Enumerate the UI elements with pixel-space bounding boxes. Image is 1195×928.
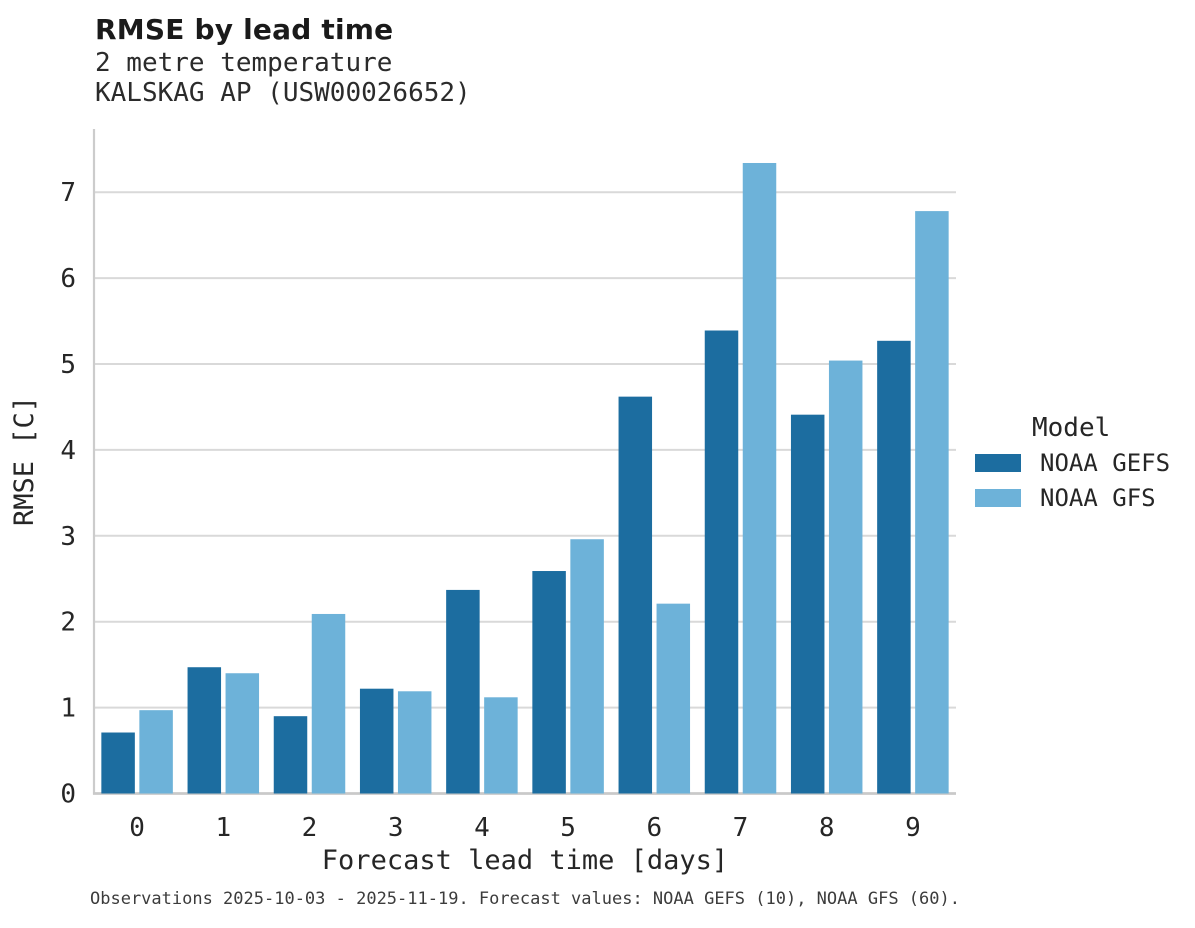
bar-noaa-gfs-lead-7	[742, 162, 777, 794]
x-tick-label-2: 2	[302, 813, 318, 843]
y-axis-label: RMSE [C]	[9, 396, 40, 526]
legend-label-noaa-gefs: NOAA GEFS	[1040, 449, 1171, 477]
bar-noaa-gfs-lead-2	[311, 613, 346, 794]
chart-subtitle-variable: 2 metre temperature	[95, 48, 393, 78]
bar-noaa-gefs-lead-7	[704, 330, 739, 794]
x-tick-label-5: 5	[560, 813, 576, 843]
x-tick-label-6: 6	[646, 813, 662, 843]
x-tick-label-3: 3	[388, 813, 404, 843]
legend-swatch-noaa-gefs	[975, 454, 1021, 472]
bar-noaa-gefs-lead-3	[359, 688, 394, 794]
bar-noaa-gefs-lead-8	[790, 414, 825, 794]
x-tick-label-1: 1	[215, 813, 231, 843]
bar-noaa-gfs-lead-1	[225, 673, 260, 794]
chart-subtitle-station: KALSKAG AP (USW00026652)	[95, 78, 471, 108]
legend-item-noaa-gfs: NOAA GFS	[975, 484, 1170, 512]
y-tick-label-6: 6	[60, 264, 76, 294]
y-tick-label-2: 2	[60, 608, 76, 638]
legend-title: Model	[1032, 413, 1111, 443]
bar-noaa-gfs-lead-8	[828, 360, 863, 794]
chart-header: RMSE by lead time 2 metre temperature KA…	[95, 12, 471, 108]
bar-noaa-gefs-lead-6	[618, 396, 653, 794]
chart-legend: Model NOAA GEFS NOAA GFS	[975, 413, 1170, 524]
bar-noaa-gfs-lead-4	[484, 697, 518, 794]
y-tick-label-4: 4	[60, 436, 76, 466]
bar-noaa-gfs-lead-3	[397, 691, 432, 794]
bar-noaa-gefs-lead-2	[273, 716, 308, 794]
y-tick-label-5: 5	[60, 350, 76, 380]
bar-noaa-gfs-lead-0	[139, 710, 173, 794]
y-tick-label-3: 3	[60, 522, 76, 552]
bar-noaa-gefs-lead-5	[532, 571, 566, 794]
y-tick-label-7: 7	[60, 178, 76, 208]
x-tick-label-7: 7	[733, 813, 749, 843]
x-tick-label-0: 0	[129, 813, 145, 843]
bar-noaa-gfs-lead-6	[656, 603, 691, 794]
chart-title: RMSE by lead time	[95, 13, 394, 46]
bar-noaa-gfs-lead-9	[915, 211, 949, 794]
legend-swatch-noaa-gfs	[975, 489, 1021, 507]
x-tick-label-8: 8	[819, 813, 835, 843]
chart-footnote: Observations 2025-10-03 - 2025-11-19. Fo…	[90, 889, 960, 909]
bar-noaa-gfs-lead-5	[570, 539, 604, 794]
legend-item-noaa-gefs: NOAA GEFS	[975, 449, 1170, 477]
bar-noaa-gefs-lead-1	[187, 667, 222, 794]
y-tick-label-0: 0	[60, 780, 76, 810]
bar-noaa-gefs-lead-0	[101, 732, 135, 794]
x-tick-label-4: 4	[474, 813, 490, 843]
bar-noaa-gefs-lead-9	[877, 340, 911, 794]
x-tick-label-9: 9	[905, 813, 921, 843]
x-axis-label: Forecast lead time [days]	[322, 845, 728, 876]
bar-noaa-gefs-lead-4	[446, 589, 480, 794]
legend-label-noaa-gfs: NOAA GFS	[1040, 484, 1156, 512]
y-tick-label-1: 1	[60, 694, 76, 724]
